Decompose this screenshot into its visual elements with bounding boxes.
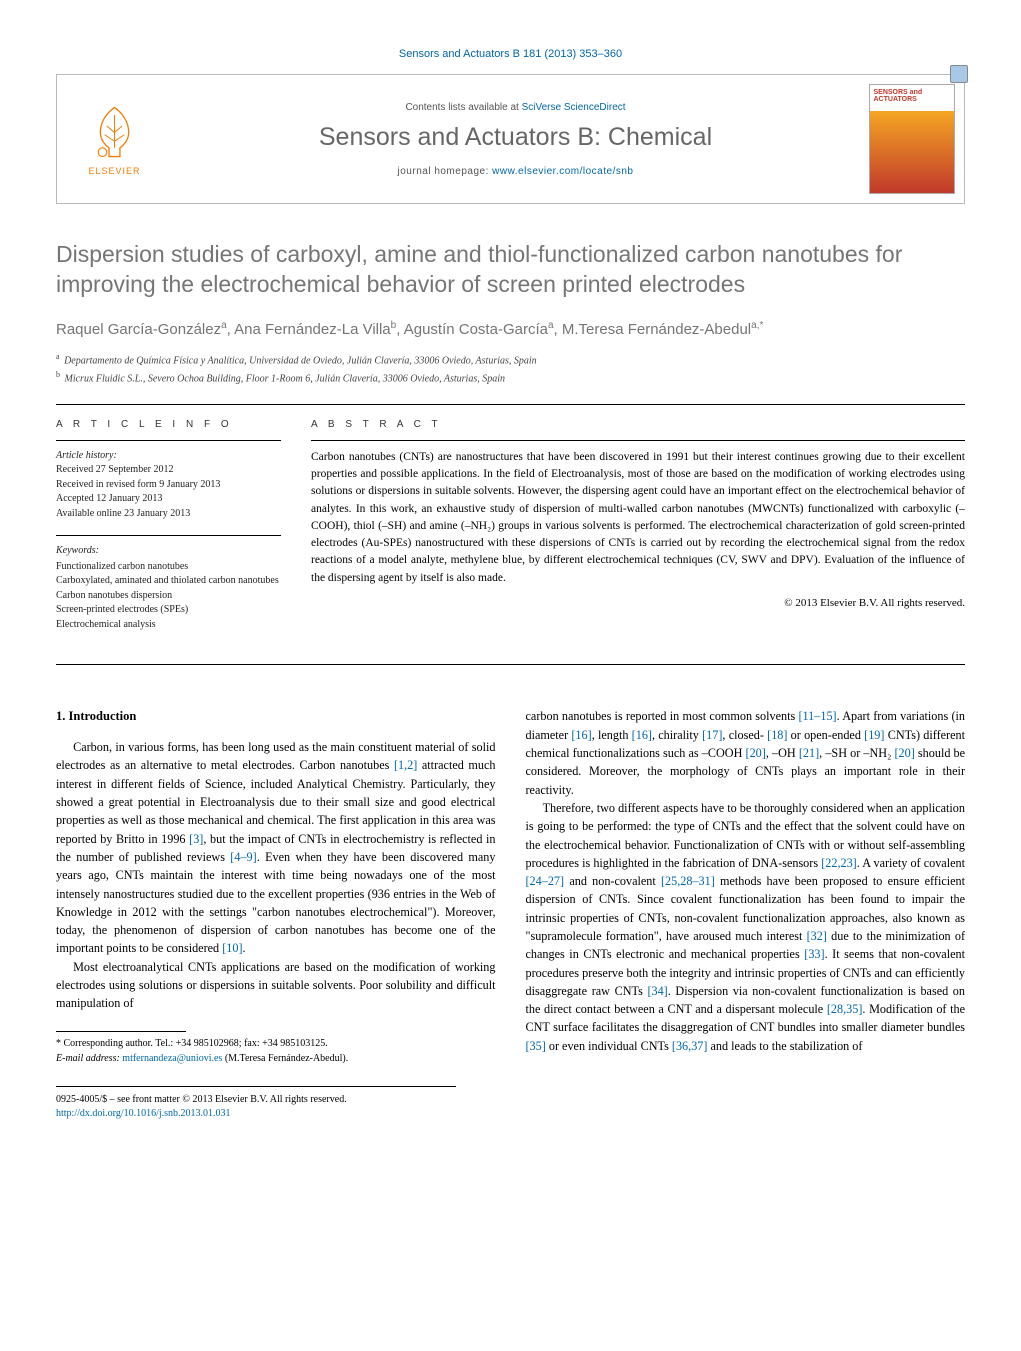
journal-cover-thumb: SENSORS and ACTUATORS (869, 84, 955, 194)
header-center: Contents lists available at SciVerse Sci… (172, 75, 859, 203)
article-info-label: a r t i c l e i n f o (56, 419, 281, 430)
doi-link[interactable]: http://dx.doi.org/10.1016/j.snb.2013.01.… (56, 1108, 231, 1119)
email-link[interactable]: mtfernandeza@uniovi.es (122, 1053, 222, 1064)
author-list: Raquel García-Gonzáleza, Ana Fernández-L… (56, 318, 965, 342)
doi-block: 0925-4005/$ – see front matter © 2013 El… (56, 1093, 965, 1122)
elsevier-tree-icon (87, 102, 142, 162)
history-received: Received 27 September 2012 (56, 463, 281, 478)
footnote-separator (56, 1031, 186, 1032)
footer-rule (56, 1086, 456, 1087)
sciencedirect-link[interactable]: SciVerse ScienceDirect (522, 102, 626, 113)
keyword-item: Functionalized carbon nanotubes (56, 560, 281, 575)
cover-cell: SENSORS and ACTUATORS (859, 75, 964, 203)
publisher-logo-cell: ELSEVIER (57, 75, 172, 203)
article-history: Article history: Received 27 September 2… (56, 449, 281, 522)
corresponding-author: * Corresponding author. Tel.: +34 985102… (56, 1036, 496, 1051)
elsevier-wordmark: ELSEVIER (88, 166, 140, 176)
history-label: Article history: (56, 449, 281, 464)
body-p3: carbon nanotubes is reported in most com… (526, 707, 966, 798)
abstract-column: a b s t r a c t Carbon nanotubes (CNTs) … (311, 419, 965, 647)
keywords-label: Keywords: (56, 544, 281, 559)
abstract-label: a b s t r a c t (311, 419, 965, 430)
affiliation-a: a Departamento de Química Física y Analí… (56, 351, 965, 368)
header-badge-icon (950, 65, 968, 83)
info-rule-1 (56, 440, 281, 441)
article-title: Dispersion studies of carboxyl, amine an… (56, 240, 965, 300)
keyword-item: Screen-printed electrodes (SPEs) (56, 603, 281, 618)
contents-available-line: Contents lists available at SciVerse Sci… (405, 102, 625, 113)
section-1-heading: 1. Introduction (56, 707, 496, 726)
citation-line: Sensors and Actuators B 181 (2013) 353–3… (56, 48, 965, 60)
keyword-item: Electrochemical analysis (56, 618, 281, 633)
keywords-block: Keywords: Functionalized carbon nanotube… (56, 544, 281, 632)
homepage-prefix: journal homepage: (398, 166, 493, 177)
journal-header-box: ELSEVIER Contents lists available at Sci… (56, 74, 965, 204)
corresponding-email: E-mail address: mtfernandeza@uniovi.es (… (56, 1051, 496, 1066)
history-revised: Received in revised form 9 January 2013 (56, 478, 281, 493)
homepage-link[interactable]: www.elsevier.com/locate/snb (492, 166, 633, 177)
history-online: Available online 23 January 2013 (56, 507, 281, 522)
contents-prefix: Contents lists available at (405, 102, 521, 113)
keyword-item: Carboxylated, aminated and thiolated car… (56, 574, 281, 589)
cover-label: SENSORS and ACTUATORS (874, 89, 950, 103)
footnotes: * Corresponding author. Tel.: +34 985102… (56, 1036, 496, 1066)
body-p4: Therefore, two different aspects have to… (526, 799, 966, 1055)
history-accepted: Accepted 12 January 2013 (56, 492, 281, 507)
abstract-text: Carbon nanotubes (CNTs) are nanostructur… (311, 449, 965, 587)
article-info-column: a r t i c l e i n f o Article history: R… (56, 419, 281, 647)
body-p2: Most electroanalytical CNTs applications… (56, 958, 496, 1013)
affiliation-b: b Micrux Fluidic S.L., Severo Ochoa Buil… (56, 369, 965, 386)
rule-bottom (56, 664, 965, 665)
homepage-line: journal homepage: www.elsevier.com/locat… (398, 166, 634, 177)
abs-rule (311, 440, 965, 441)
info-rule-2 (56, 535, 281, 536)
keyword-item: Carbon nanotubes dispersion (56, 589, 281, 604)
journal-title: Sensors and Actuators B: Chemical (319, 123, 712, 152)
affiliations: a Departamento de Química Física y Analí… (56, 351, 965, 386)
issn-line: 0925-4005/$ – see front matter © 2013 El… (56, 1093, 965, 1108)
elsevier-logo: ELSEVIER (75, 92, 155, 187)
body-two-column: 1. Introduction Carbon, in various forms… (56, 707, 965, 1065)
copyright-line: © 2013 Elsevier B.V. All rights reserved… (311, 597, 965, 609)
body-p1: Carbon, in various forms, has been long … (56, 738, 496, 958)
